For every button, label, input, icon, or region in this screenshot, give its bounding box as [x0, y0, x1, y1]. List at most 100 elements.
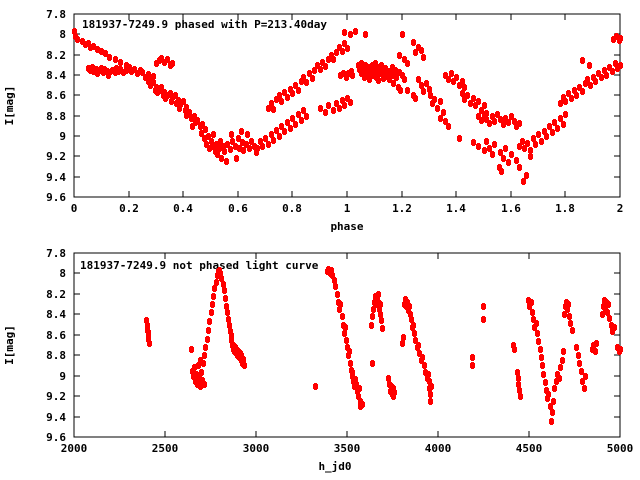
data-point: [417, 76, 420, 83]
data-point: [397, 84, 400, 91]
data-point: [515, 123, 518, 130]
data-point: [461, 78, 464, 85]
data-point: [422, 54, 425, 61]
data-point: [420, 82, 423, 89]
data-point: [95, 66, 98, 73]
data-point: [188, 109, 191, 116]
data-point: [394, 67, 397, 74]
data-point: [371, 360, 374, 367]
data-point: [283, 128, 286, 135]
data-point: [616, 344, 619, 351]
data-point: [360, 60, 363, 67]
data-point: [559, 100, 562, 107]
data-point: [428, 86, 431, 93]
data-point: [160, 55, 163, 62]
data-point: [458, 135, 461, 142]
data-point: [155, 60, 158, 67]
data-point: [351, 369, 354, 376]
data-point: [141, 69, 144, 76]
data-point: [300, 117, 303, 124]
data-point: [561, 357, 564, 364]
data-point: [458, 82, 461, 89]
data-point: [267, 105, 270, 112]
data-point: [327, 56, 330, 63]
data-point: [96, 70, 99, 77]
data-point: [250, 138, 253, 145]
data-point: [366, 69, 369, 76]
data-point: [528, 303, 531, 310]
data-point: [356, 388, 359, 395]
data-point: [414, 337, 417, 344]
data-point: [206, 336, 209, 343]
data-point: [272, 106, 275, 113]
data-point: [512, 342, 515, 349]
data-point: [302, 107, 305, 114]
data-point: [147, 78, 150, 85]
data-point: [362, 68, 365, 75]
data-point: [417, 44, 420, 51]
data-point: [610, 322, 613, 329]
data-point: [226, 141, 229, 148]
data-point: [341, 97, 344, 104]
data-point: [522, 178, 525, 185]
data-point: [144, 74, 147, 81]
data-point: [392, 72, 395, 79]
data-point: [412, 39, 415, 46]
data-point: [294, 82, 297, 89]
data-point: [324, 63, 327, 70]
data-point: [611, 68, 614, 75]
data-point: [195, 371, 198, 378]
data-point: [450, 70, 453, 77]
data-point: [431, 100, 434, 107]
data-point: [515, 157, 518, 164]
data-point: [461, 90, 464, 97]
unphased-title: 181937-7249.9 not phased light curve: [80, 259, 319, 272]
data-point: [347, 352, 350, 359]
data-point: [392, 80, 395, 87]
data-point: [493, 141, 496, 148]
data-point: [606, 309, 609, 316]
data-point: [89, 44, 92, 51]
data-point: [225, 158, 228, 165]
data-point: [588, 62, 591, 69]
data-point: [169, 90, 172, 97]
data-point: [545, 133, 548, 140]
data-point: [380, 62, 383, 69]
data-point: [388, 76, 391, 83]
data-point: [361, 401, 364, 408]
data-point: [401, 31, 404, 38]
data-point: [330, 52, 333, 59]
y-tick-label: 7.8: [46, 8, 66, 21]
data-point: [612, 36, 615, 43]
data-point: [202, 360, 205, 367]
data-point: [568, 313, 571, 320]
data-point: [243, 362, 246, 369]
data-point: [229, 146, 232, 153]
data-point: [381, 67, 384, 74]
data-point: [146, 322, 149, 329]
data-point: [477, 143, 480, 150]
data-point: [152, 79, 155, 86]
data-point: [264, 135, 267, 142]
data-point: [429, 92, 432, 99]
data-point: [608, 64, 611, 71]
data-point: [349, 360, 352, 367]
data-point: [210, 309, 213, 316]
phased-title: 181937-7249.9 phased with P=213.40day: [82, 18, 327, 31]
data-point: [381, 325, 384, 332]
data-point: [391, 64, 394, 71]
data-point: [567, 90, 570, 97]
data-point: [240, 352, 243, 359]
data-point: [179, 101, 182, 108]
data-point: [603, 67, 606, 74]
data-point: [510, 113, 513, 120]
data-point: [546, 395, 549, 402]
y-axis-label: I[mag]: [3, 86, 16, 126]
data-point: [541, 362, 544, 369]
data-point: [339, 301, 342, 308]
data-point: [370, 322, 373, 329]
data-point: [469, 100, 472, 107]
x-tick-label: 2000: [61, 442, 88, 455]
data-point: [345, 337, 348, 344]
data-point: [573, 87, 576, 94]
